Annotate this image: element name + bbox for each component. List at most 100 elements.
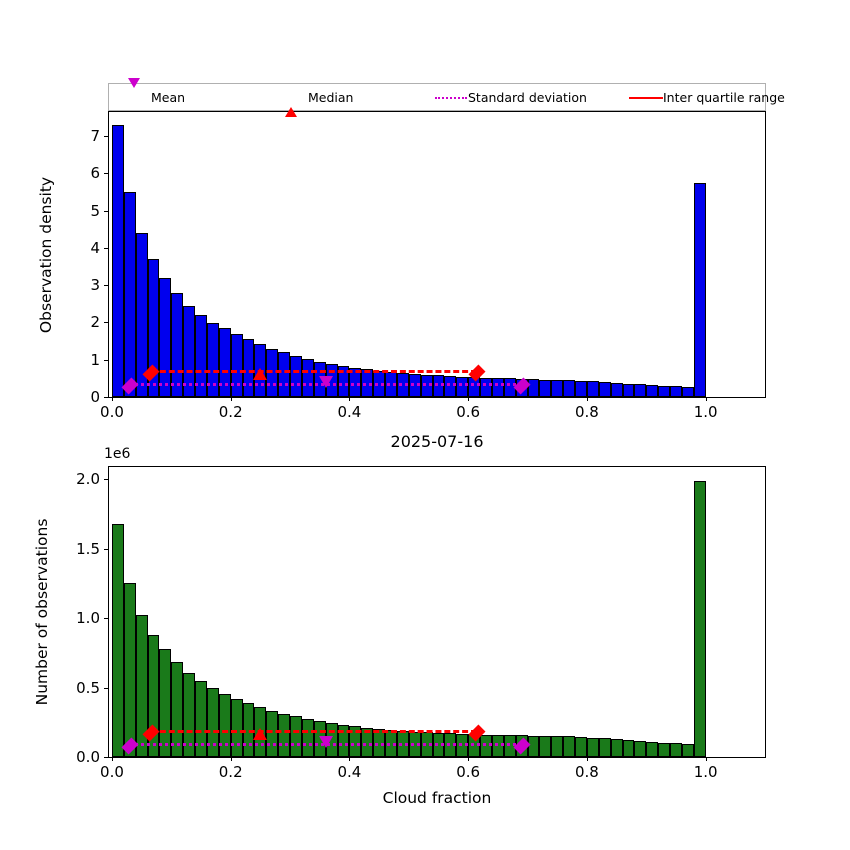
histogram-bar: [432, 375, 445, 397]
y-axis-tick: [104, 247, 108, 249]
histogram-bar: [337, 365, 350, 397]
histogram-bar: [658, 742, 670, 757]
x-axis-tick: [586, 397, 588, 401]
legend-entry-median[interactable]: Median: [274, 84, 354, 117]
triangle-down-marker: [117, 77, 151, 108]
y-axis-tick: [104, 548, 108, 550]
x-axis-tick: [705, 397, 707, 401]
x-axis-tick-label: 0.2: [218, 403, 243, 421]
histogram-bar: [658, 385, 670, 397]
observation-density-y-axis-label: Observation density: [37, 176, 55, 333]
histogram-bar: [480, 734, 492, 757]
y-axis-tick: [104, 757, 108, 758]
y-axis-tick-label: 3: [90, 276, 100, 295]
median-marker: [253, 728, 268, 741]
histogram-bar: [147, 634, 160, 757]
legend: Mean Median Standard deviation Inter quarti…: [108, 77, 785, 117]
inter-quartile-range-line: [150, 369, 478, 373]
y-axis-tick-label: 1.5: [76, 539, 100, 558]
histogram-bar: [301, 718, 314, 757]
histogram-bar: [586, 737, 599, 757]
histogram-bar: [301, 359, 314, 397]
histogram-bar: [290, 356, 302, 397]
histogram-bar: [563, 380, 575, 397]
histogram-bar: [575, 380, 587, 397]
histogram-bar: [123, 582, 136, 757]
histogram-bar: [598, 382, 611, 397]
histogram-bar: [278, 352, 291, 397]
legend-std-dotted-line: [435, 97, 467, 99]
diamond-marker: [434, 86, 468, 108]
histogram-bar: [361, 727, 374, 757]
inter-quartile-range-high-marker: [468, 364, 486, 382]
mean-marker: [318, 376, 333, 389]
histogram-bar: [135, 233, 148, 397]
histogram-bar: [266, 710, 279, 757]
legend-entry-mean[interactable]: Mean: [117, 77, 185, 110]
histogram-bar: [670, 743, 682, 757]
histogram-bar: [480, 377, 492, 397]
figure-title: 2025-07-16: [390, 432, 484, 451]
histogram-bar: [622, 740, 635, 757]
legend-iqr-dashed-line: [629, 97, 663, 99]
y-axis-tick-label: 0.0: [76, 748, 100, 766]
histogram-bar: [681, 743, 694, 757]
x-axis-tick-label: 0.6: [456, 403, 481, 421]
x-axis-tick-label: 0.4: [337, 763, 362, 781]
y-axis-tick-label: 1: [90, 350, 100, 369]
y-axis-tick: [104, 397, 108, 398]
x-axis-tick: [705, 757, 707, 761]
histogram-bar: [183, 305, 196, 397]
x-axis-tick: [230, 397, 232, 401]
observation-density-plot-area: [109, 112, 765, 397]
histogram-bar: [123, 192, 136, 397]
y-axis-tick-label: 5: [90, 201, 100, 220]
histogram-bar: [337, 724, 350, 757]
histogram-bar: [527, 379, 540, 397]
legend-marker-glyph: [128, 77, 140, 107]
y-axis-tick-label: 0.5: [76, 678, 100, 697]
legend-entry-inter-quartile-range[interactable]: Inter quartile range: [629, 84, 785, 110]
histogram-bar: [111, 523, 124, 757]
histogram-bar: [349, 367, 362, 397]
histogram-bar: [290, 716, 302, 757]
histogram-bar: [171, 292, 184, 397]
histogram-bar: [420, 374, 433, 397]
histogram-bar: [610, 739, 623, 757]
x-axis-tick: [349, 397, 351, 401]
x-axis-tick: [586, 757, 588, 761]
histogram-bar: [111, 125, 124, 397]
histogram-bar: [693, 480, 706, 757]
legend-entry-standard-deviation[interactable]: Standard deviation: [434, 84, 587, 110]
histogram-bar: [598, 738, 611, 757]
histogram-bar: [444, 376, 457, 397]
y-axis-tick-label: 4: [90, 238, 100, 257]
histogram-bar: [206, 322, 219, 397]
histogram-bar: [610, 382, 623, 397]
histogram-bar: [670, 386, 682, 397]
y-axis-tick-label: 2.0: [76, 470, 100, 489]
histogram-bar: [218, 328, 231, 397]
y-axis-tick: [104, 173, 108, 175]
y-axis-tick-label: 1.0: [76, 609, 100, 628]
standard-deviation-low-marker: [121, 737, 139, 755]
histogram-bar: [195, 681, 207, 757]
histogram-bar: [159, 277, 172, 397]
legend-label: Median: [308, 89, 354, 105]
histogram-bar: [230, 333, 243, 397]
triangle-up-marker: [274, 86, 308, 117]
x-axis-tick: [111, 397, 113, 401]
histogram-bar: [491, 378, 504, 397]
standard-deviation-high-marker: [513, 737, 531, 755]
histogram-bar: [206, 688, 219, 757]
histogram-bar: [586, 381, 599, 397]
x-axis-tick-label: 0.0: [100, 403, 124, 421]
histogram-bar: [646, 741, 659, 757]
median-marker: [253, 367, 268, 380]
x-axis-tick-label: 0.4: [337, 403, 362, 421]
histogram-bar: [171, 661, 184, 757]
y-axis-tick-label: 7: [90, 127, 100, 146]
histogram-bar: [634, 384, 647, 397]
x-axis-tick: [230, 757, 232, 761]
histogram-bar: [539, 735, 552, 757]
